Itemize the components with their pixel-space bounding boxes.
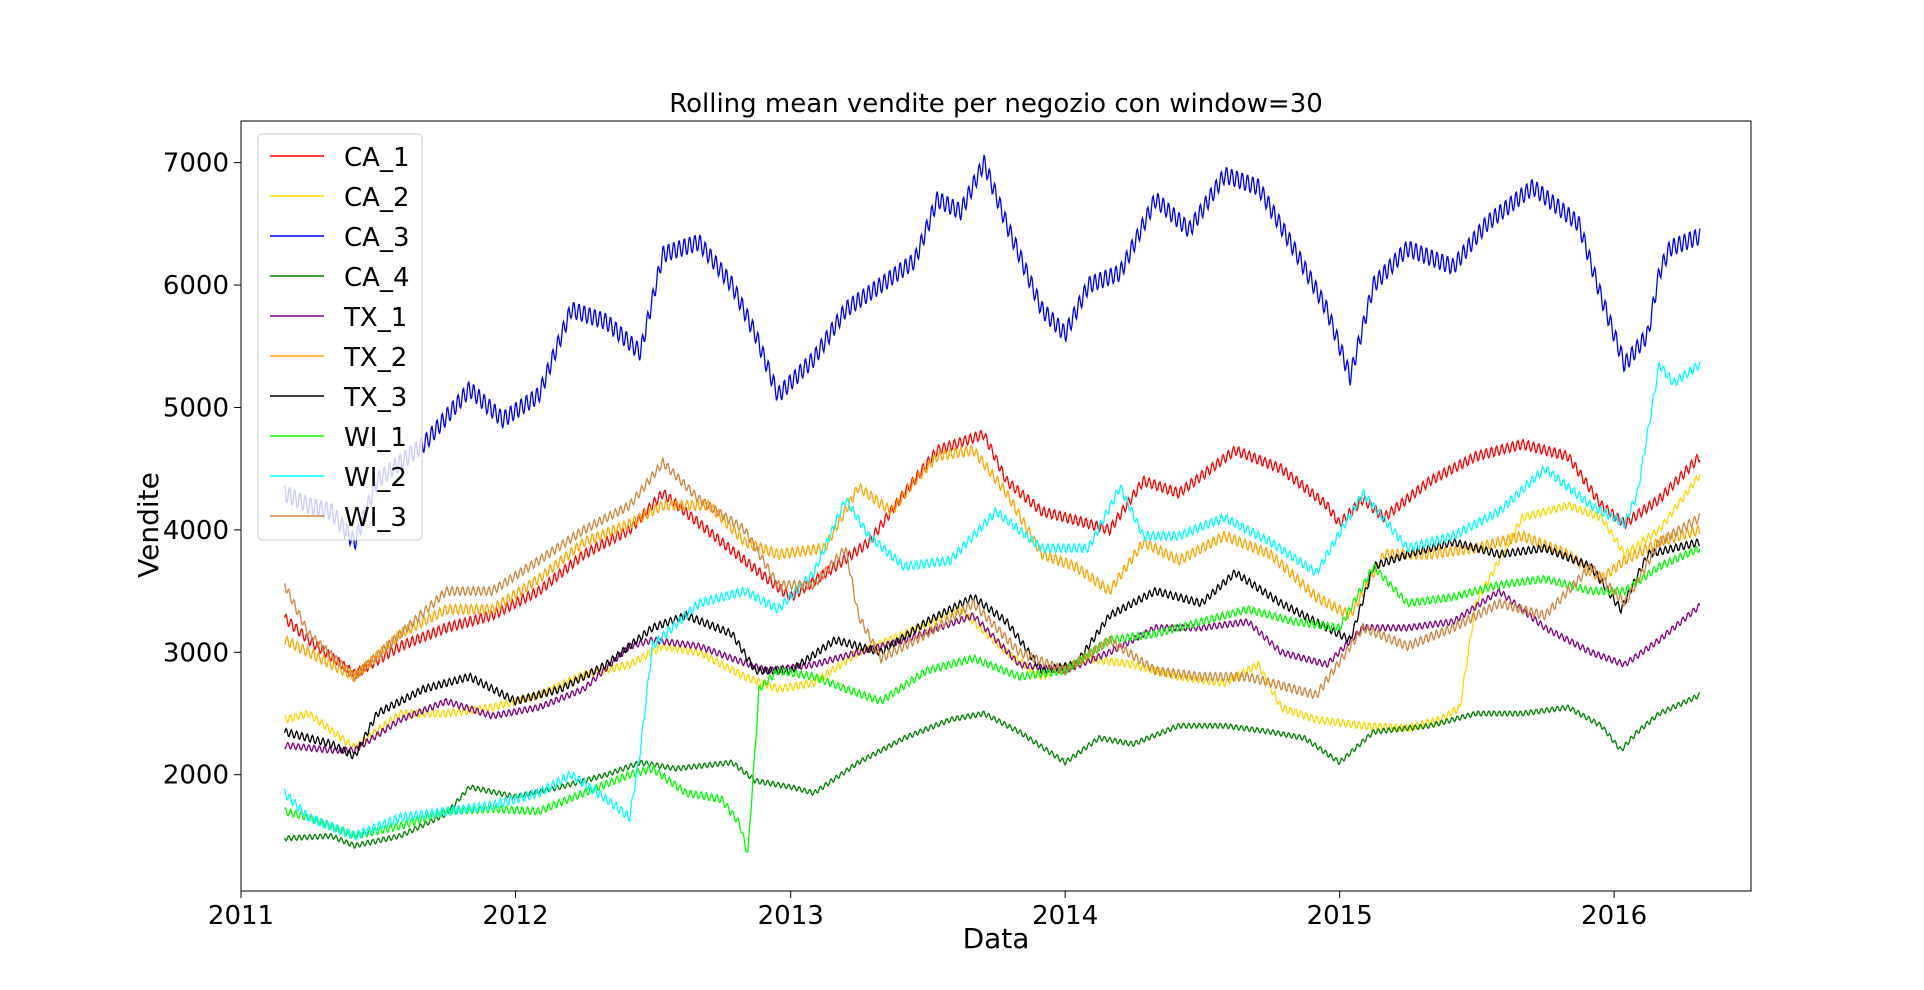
legend-label: TX_1	[343, 303, 407, 333]
series-line-wi_2	[283, 361, 1701, 841]
series-line-ca_4	[283, 692, 1701, 850]
x-tick-label: 2012	[482, 901, 548, 931]
legend-label: WI_3	[344, 503, 407, 533]
legend-item-tx_1: TX_1	[270, 303, 407, 333]
y-tick-label: 4000	[163, 516, 229, 546]
y-tick-label: 7000	[163, 149, 229, 179]
legend-label: WI_2	[344, 463, 407, 493]
legend-label: CA_1	[344, 143, 409, 173]
legend-item-wi_2: WI_2	[270, 463, 407, 493]
series-line-ca_2	[284, 474, 1701, 752]
x-tick-label: 2014	[1032, 901, 1098, 931]
series-group	[283, 154, 1701, 853]
x-axis-label: Data	[963, 922, 1030, 955]
chart-title: Rolling mean vendite per negozio con win…	[669, 89, 1323, 119]
series-line-ca_3	[283, 154, 1701, 551]
plot-frame	[240, 120, 1752, 892]
legend-label: CA_3	[344, 223, 409, 253]
legend-item-ca_4: CA_4	[270, 263, 409, 293]
legend: CA_1 CA_2 CA_3 CA_4 TX_1 TX_2 TX_3 WI_1 WI_2 WI_3	[257, 133, 423, 541]
y-axis-ticks: 2000 3000 4000 5000 6000 7000	[163, 149, 241, 791]
y-tick-label: 6000	[163, 271, 229, 301]
series-line-ca_1	[283, 429, 1701, 680]
legend-label: TX_2	[343, 343, 407, 373]
legend-item-tx_2: TX_2	[270, 343, 407, 373]
legend-label: CA_2	[344, 183, 409, 213]
x-axis-ticks: 2011 2012 2013 2014 2015 2016	[208, 891, 1647, 931]
series-line-tx_2	[283, 444, 1701, 683]
y-tick-label: 5000	[163, 393, 229, 423]
legend-item-ca_2: CA_2	[270, 183, 409, 213]
legend-label: WI_1	[344, 423, 407, 453]
legend-label: TX_3	[343, 383, 407, 413]
legend-item-ca_1: CA_1	[270, 143, 409, 173]
x-tick-label: 2016	[1581, 901, 1647, 931]
legend-item-wi_3: WI_3	[270, 503, 407, 533]
y-tick-label: 2000	[163, 761, 229, 791]
x-tick-label: 2015	[1307, 901, 1373, 931]
series-line-wi_1	[284, 545, 1701, 853]
series-line-tx_1	[284, 587, 1701, 755]
y-axis-label: Vendite	[132, 472, 165, 578]
legend-label: CA_4	[344, 263, 409, 293]
x-tick-label: 2013	[758, 901, 824, 931]
y-tick-label: 3000	[163, 638, 229, 668]
legend-item-wi_1: WI_1	[270, 423, 407, 453]
series-line-tx_3	[283, 537, 1700, 760]
x-tick-label: 2011	[208, 901, 274, 931]
legend-item-ca_3: CA_3	[270, 223, 409, 253]
legend-item-tx_3: TX_3	[270, 383, 407, 413]
series-line-wi_3	[283, 456, 1701, 700]
